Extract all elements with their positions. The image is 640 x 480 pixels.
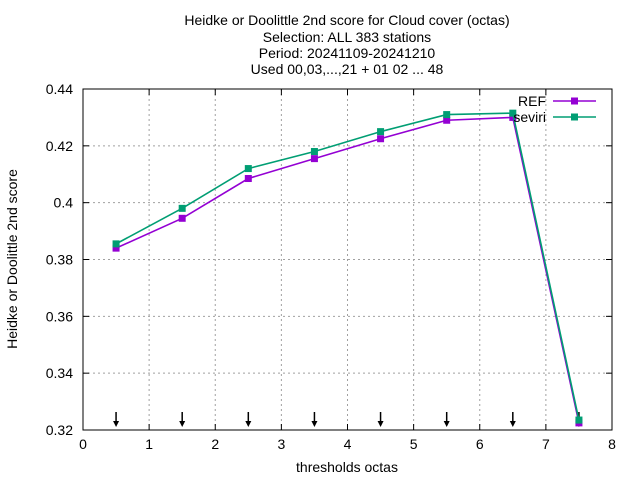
data-point-seviri	[310, 148, 318, 156]
threshold-arrow-head	[113, 421, 120, 427]
data-point-REF	[509, 113, 517, 121]
title-line-4: Used 00,03,...,21 + 01 02 ... 48	[251, 61, 444, 77]
y-tick-label: 0.4	[54, 195, 74, 211]
threshold-arrow	[377, 412, 384, 427]
x-axis-label: thresholds octas	[296, 459, 398, 475]
threshold-arrow-head	[179, 421, 186, 427]
threshold-arrow-head	[443, 421, 450, 427]
x-tick-label: 2	[211, 436, 219, 452]
threshold-arrow	[311, 412, 318, 427]
legend-marker	[571, 97, 578, 105]
data-point-seviri	[377, 128, 385, 136]
x-tick-label: 0	[79, 436, 87, 452]
data-point-REF	[112, 244, 120, 252]
data-point-REF	[443, 116, 451, 124]
title-line-3: Period: 20241109-20241210	[259, 45, 436, 61]
threshold-arrow	[443, 412, 450, 427]
x-tick-label: 3	[277, 436, 285, 452]
y-tick-label: 0.36	[46, 308, 73, 324]
series	[112, 109, 583, 427]
threshold-arrow	[509, 412, 516, 427]
legend-marker	[571, 113, 578, 121]
x-tick-label: 7	[542, 436, 550, 452]
x-tick-label: 6	[476, 436, 484, 452]
chart-title: Heidke or Doolittle 2nd score for Cloud …	[184, 12, 509, 77]
x-tick-label: 8	[608, 436, 616, 452]
legend-label: REF	[518, 93, 546, 109]
title-line-1: Heidke or Doolittle 2nd score for Cloud …	[184, 12, 509, 28]
data-point-seviri	[575, 416, 583, 424]
y-axis-label: Heidke or Doolittle 2nd score	[4, 169, 20, 349]
y-tick-label: 0.38	[46, 252, 73, 268]
threshold-arrow-head	[509, 421, 516, 427]
threshold-arrow-head	[311, 421, 318, 427]
series-line-REF	[115, 116, 580, 424]
grid-lines	[83, 89, 612, 430]
data-point-REF	[178, 214, 186, 222]
threshold-arrow	[179, 412, 186, 427]
data-point-seviri	[178, 204, 186, 212]
data-point-seviri	[509, 109, 517, 117]
x-tick-label: 5	[410, 436, 418, 452]
data-point-seviri	[443, 111, 451, 119]
data-point-REF	[377, 135, 385, 143]
y-tick-label: 0.44	[46, 81, 73, 97]
threshold-arrow	[113, 412, 120, 427]
data-point-REF	[310, 155, 318, 163]
data-point-seviri	[244, 165, 252, 173]
y-tick-label: 0.34	[46, 365, 73, 381]
series-line-seviri	[115, 112, 580, 421]
x-tick-label: 4	[344, 436, 352, 452]
threshold-arrows	[113, 412, 582, 427]
title-line-2: Selection: ALL 383 stations	[263, 29, 431, 45]
y-tick-label: 0.42	[46, 138, 73, 154]
plot-frame	[82, 88, 613, 431]
data-point-REF	[244, 175, 252, 183]
y-tick-label: 0.32	[46, 422, 73, 438]
data-point-seviri	[112, 240, 120, 248]
axes: 0 1 2 3 4 5 6 7 8 0.32 0.34 0.36 0.38 0.4 0.42 0.44	[46, 81, 616, 452]
x-tick-label: 1	[145, 436, 153, 452]
legend-label: seviri	[513, 109, 546, 125]
threshold-arrow-head	[245, 421, 252, 427]
threshold-arrow	[245, 412, 252, 427]
threshold-arrow-head	[377, 421, 384, 427]
